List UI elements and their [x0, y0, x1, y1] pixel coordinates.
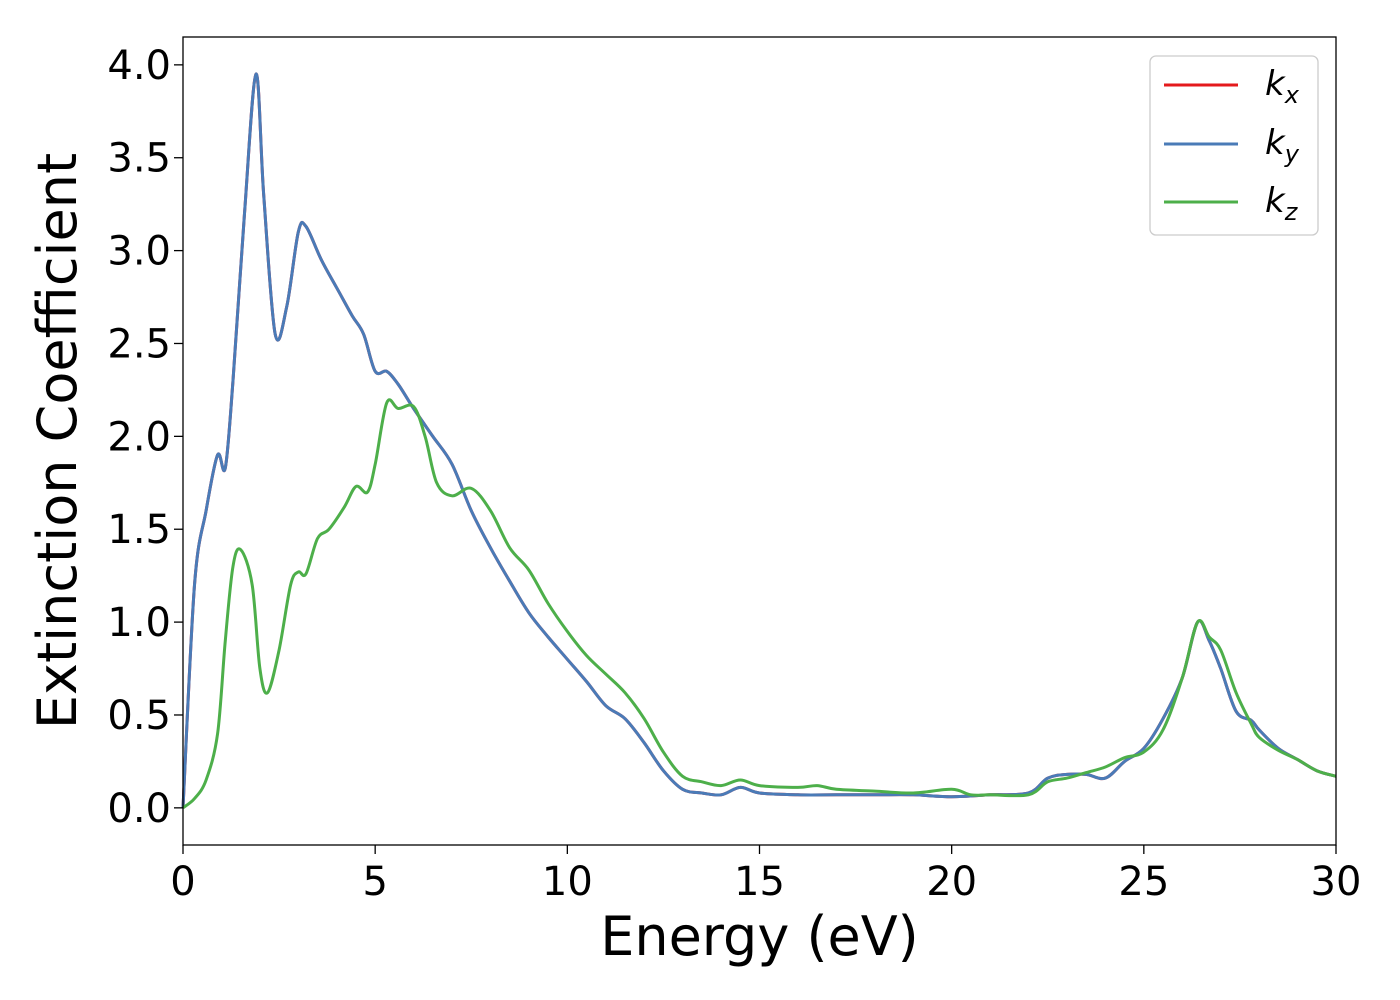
y-tick-label: 1.0: [107, 600, 171, 646]
y-tick-label: 3.5: [107, 136, 171, 182]
y-axis-title: Extinction Coefficient: [26, 153, 89, 729]
y-tick-label: 0.5: [107, 693, 171, 739]
series-line-ky: [181, 72, 1337, 808]
y-tick-label: 2.0: [107, 414, 171, 460]
x-axis: 0 5 10 15 20 25 30: [170, 845, 1361, 905]
x-tick-label: 30: [1311, 859, 1362, 905]
y-tick-label: 4.0: [107, 43, 171, 89]
legend-label-kx: kx: [1265, 64, 1300, 109]
legend-label-ky: ky: [1265, 123, 1300, 168]
x-tick-label: 25: [1118, 859, 1169, 905]
y-tick-label: 2.5: [107, 321, 171, 367]
x-tick-label: 0: [170, 859, 195, 905]
legend-label-kz: kz: [1265, 181, 1299, 226]
x-tick-label: 20: [926, 859, 977, 905]
series-line-kz: [182, 398, 1337, 810]
series-layer: [181, 72, 1337, 810]
y-axis: 0.0 0.5 1.0 1.5 2.0 2.5 3.0 3.5 4.0: [107, 43, 183, 832]
x-axis-title: Energy (eV): [600, 905, 919, 968]
y-tick-label: 0.0: [107, 786, 171, 832]
x-tick-label: 5: [362, 859, 387, 905]
x-tick-label: 15: [734, 859, 785, 905]
y-tick-label: 3.0: [107, 229, 171, 275]
y-tick-label: 1.5: [107, 507, 171, 553]
legend: kx ky kz: [1149, 55, 1319, 236]
x-tick-label: 10: [542, 859, 593, 905]
